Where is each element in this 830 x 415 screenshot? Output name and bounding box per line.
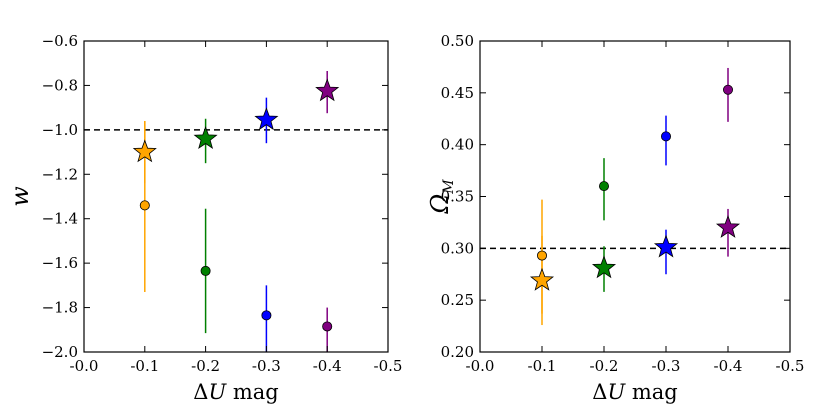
x-tick-label: -0.3 xyxy=(652,357,681,375)
y-axis-label: ΩM xyxy=(426,179,457,215)
x-tick-label: -0.4 xyxy=(313,357,342,375)
y-tick-label: −1.2 xyxy=(42,165,78,183)
y-tick-label: 0.20 xyxy=(441,343,474,361)
chart-panel-w: -0.0 -0.1 -0.2 -0.3 -0.4 -0.5 −2.0 −1.8 −1.6 −1.4… xyxy=(6,32,402,404)
x-axis-label: ΔU mag xyxy=(193,380,278,404)
y-tick-label: 0.45 xyxy=(441,84,474,102)
star-marker xyxy=(193,126,218,149)
y-tick-label: 0.40 xyxy=(441,136,474,154)
y-axis-label-main: w xyxy=(6,186,34,207)
y-tick-label: −1.6 xyxy=(42,254,78,272)
x-axis-label-symbol: Δ xyxy=(193,380,208,404)
x-axis-label-unit: mag xyxy=(226,380,279,404)
x-axis-label-variable: U xyxy=(208,380,227,404)
circle-marker xyxy=(139,200,150,211)
star-marker xyxy=(529,267,555,291)
x-axis-label-symbol: Δ xyxy=(592,380,607,404)
plot-frame xyxy=(479,40,791,353)
y-tick-label: −1.8 xyxy=(42,299,78,317)
star-marker xyxy=(715,214,741,238)
x-tick-label: -0.5 xyxy=(776,357,805,375)
star-marker xyxy=(591,255,617,279)
star-marker xyxy=(132,139,157,163)
circle-marker xyxy=(661,131,672,142)
x-tick-label: -0.1 xyxy=(528,357,557,375)
y-tick-label: −1.4 xyxy=(42,210,78,228)
circle-marker xyxy=(537,250,548,261)
star-marker xyxy=(315,78,340,102)
x-tick-label: -0.3 xyxy=(252,357,281,375)
x-axis-label-unit: mag xyxy=(625,380,678,404)
y-axis-label-subscript: M xyxy=(441,179,457,195)
x-tick-label: -0.2 xyxy=(191,357,220,375)
y-tick-label: −0.6 xyxy=(42,32,78,50)
x-tick-label: -0.2 xyxy=(590,357,619,375)
x-tick-label: -0.0 xyxy=(70,357,99,375)
plot-frame xyxy=(83,40,389,353)
x-axis-label-variable: U xyxy=(607,380,626,404)
circle-marker xyxy=(200,265,211,276)
x-axis-label: ΔU mag xyxy=(592,380,677,404)
circle-marker xyxy=(261,310,272,321)
star-marker xyxy=(254,107,279,131)
circle-marker xyxy=(723,84,734,95)
y-tick-label: −1.0 xyxy=(42,121,78,139)
circle-marker xyxy=(322,321,333,332)
y-axis-label: w xyxy=(6,186,34,207)
x-tick-label: -0.1 xyxy=(130,357,159,375)
y-tick-label: 0.35 xyxy=(441,188,474,206)
x-tick-label: -0.4 xyxy=(714,357,743,375)
star-marker xyxy=(653,234,679,258)
x-tick-label: -0.5 xyxy=(374,357,403,375)
y-tick-label: 0.30 xyxy=(441,239,474,257)
circle-marker xyxy=(599,181,610,192)
y-tick-label: −0.8 xyxy=(42,76,78,94)
chart-panel-omega-m: -0.0 -0.1 -0.2 -0.3 -0.4 -0.5 0.20 0.25 0.30 0.35… xyxy=(426,32,804,404)
y-tick-label: 0.25 xyxy=(441,291,474,309)
y-tick-label: 0.50 xyxy=(441,32,474,50)
y-axis-label-main: Ω xyxy=(426,194,454,215)
y-tick-label: −2.0 xyxy=(42,343,78,361)
x-tick-label: -0.0 xyxy=(466,357,495,375)
